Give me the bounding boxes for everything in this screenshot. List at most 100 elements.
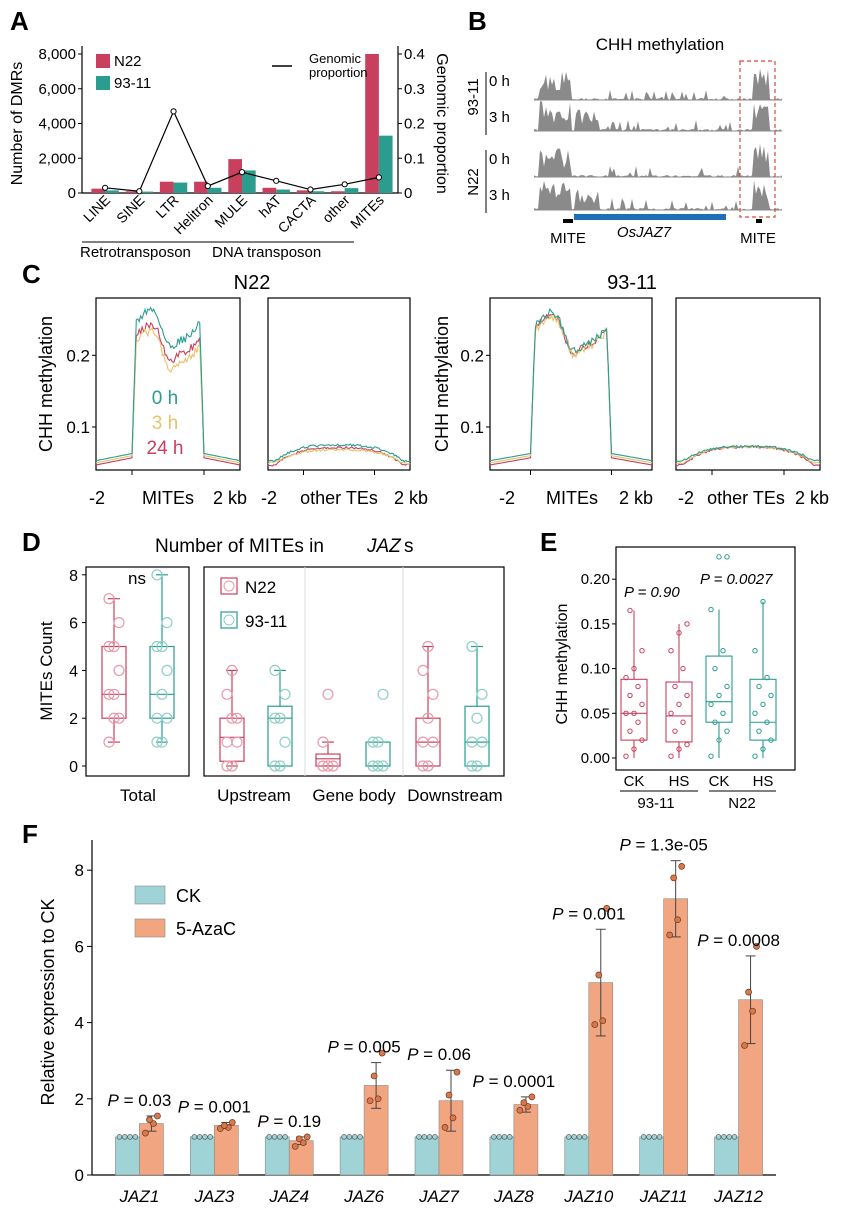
y2-axis-title: Genomic proportion — [433, 53, 450, 194]
box-n22-upstream-point — [231, 736, 243, 748]
point-ck — [640, 1134, 647, 1140]
x-tick-label-sine: SINE — [113, 192, 147, 226]
bar-9311-helitron — [207, 187, 222, 193]
point-azac — [295, 1135, 303, 1143]
point-azac — [520, 1099, 528, 1106]
y-axis-title: Number of DMRs — [9, 62, 26, 186]
box-N22-ck-point — [708, 701, 714, 708]
point-ck — [731, 1134, 738, 1140]
box-N22-ck-point — [712, 719, 718, 725]
legend-3h: 3 h — [152, 413, 178, 434]
box-9311-ck-point — [631, 665, 637, 672]
y-tick-label: 2 — [75, 1090, 84, 1109]
box-N22-ck-point — [724, 728, 730, 734]
box-n22-upstream-point — [226, 760, 238, 772]
genomic-proportion-point — [375, 174, 382, 181]
y-tick-label: 0.10 — [581, 661, 610, 678]
box-9311-hs-point — [676, 746, 682, 752]
bar-9311-hat — [276, 189, 290, 193]
bar-9311-sine — [139, 191, 154, 193]
x-tick-label-hat: hAT — [256, 191, 285, 220]
bar-9311-cacta — [310, 191, 325, 193]
y-axis-title: MITEs Count — [37, 621, 56, 720]
box-9311-downstream-point — [466, 640, 478, 653]
point-azac — [303, 1133, 311, 1141]
box-9311-ck-point — [627, 607, 633, 614]
box-n22-total-point — [108, 712, 120, 724]
pvalue-label-jaz4: P = 0.19 — [257, 1112, 321, 1131]
bar-n22-sine — [125, 191, 140, 193]
point-azac — [370, 1072, 378, 1080]
x-tick-label-jaz12: JAZ12 — [713, 1187, 764, 1206]
group-label-gene-body: Gene body — [312, 786, 396, 805]
pvalue-label-jaz7: P = 0.06 — [407, 1045, 471, 1064]
box-9311-downstream-point — [471, 712, 483, 724]
box-9311-upstream-point — [269, 712, 281, 724]
x-label-region: MITEs — [142, 488, 194, 508]
bar-ck-jaz12 — [714, 1136, 739, 1176]
group-label-retrotransposon: Retrotransposon — [80, 244, 191, 261]
x-label-region: other TEs — [300, 488, 378, 508]
point-ck — [416, 1134, 422, 1140]
y-tick-label: 6 — [69, 616, 78, 633]
bar-ck-jaz10 — [564, 1136, 590, 1176]
y-tick-label: 8,000 — [38, 46, 76, 63]
pvalue-label-jaz6: P = 0.005 — [327, 1038, 400, 1057]
panel-a-dmr-chart: 0 2,000 4,000 6,000 8,000 0 0.1 0.2 0.3 0.4 Number… — [9, 46, 450, 261]
box-9311-hs-point — [680, 665, 686, 672]
genomic-proportion-point — [307, 186, 314, 193]
x-label-left: -2 — [499, 488, 515, 508]
box-n22-gene-body-point — [322, 688, 334, 700]
bar-ck-jaz6 — [339, 1136, 365, 1176]
y-tick-label: 0.05 — [581, 705, 610, 722]
x-tick-label-jaz7: JAZ7 — [418, 1187, 459, 1206]
box-N22-ck-point — [716, 692, 722, 699]
y-tick-label: 0.20 — [581, 571, 610, 588]
y-tick-label: 2,000 — [38, 150, 76, 167]
y-axis-title: CHH methylation — [36, 316, 56, 452]
legend-label-azac: 5-AzaC — [176, 919, 236, 939]
x-label-right: 2 kb — [619, 488, 653, 508]
x-tick-label-jaz3: JAZ3 — [193, 1187, 234, 1206]
box-9311-hs-point — [676, 701, 682, 708]
box-9311-hs-point — [676, 630, 682, 636]
x-tick-label-jaz1: JAZ1 — [119, 1187, 160, 1206]
plot-frame — [615, 546, 796, 771]
panel-d-mite-boxplots: Number of MITEs in JAZ s MITEs Count 0 2 4 6 8 n… — [37, 536, 505, 805]
point-ck — [127, 1134, 133, 1140]
box-9311-ck-point — [627, 692, 633, 699]
box-9311-downstream-point — [466, 760, 478, 772]
genomic-proportion-point — [102, 184, 109, 191]
x-tick-label-jaz8: JAZ8 — [493, 1187, 534, 1206]
metaplot-line-3h — [489, 312, 653, 464]
box-N22-hs-point — [752, 648, 758, 654]
y-tick-label: 4,000 — [38, 116, 76, 133]
box-9311-upstream-point — [274, 760, 286, 772]
condition-label-hs: HS — [753, 773, 774, 790]
box-9311-hs-point — [684, 692, 690, 699]
chart-title-italic: JAZ — [366, 536, 402, 557]
y-tick-label: 8 — [75, 861, 84, 880]
bar-9311-mites — [378, 135, 393, 193]
x-label-left: -2 — [89, 488, 105, 508]
box-n22-downstream-point — [417, 736, 429, 748]
box-9311-hs-point — [684, 741, 690, 748]
y-tick-label: 0.00 — [581, 750, 610, 767]
genomic-proportion-point — [238, 169, 246, 176]
metaplot-title: 93-11 — [607, 272, 657, 294]
box-9311-total-point — [161, 616, 173, 629]
y-tick-label: 4 — [75, 1014, 84, 1033]
box-9311-total-point — [156, 736, 168, 748]
point-ck — [656, 1134, 663, 1140]
box-N22-ck-point — [708, 753, 714, 759]
box-n22-total-point — [108, 640, 120, 653]
point-ck — [346, 1134, 353, 1140]
point-azac — [591, 1021, 599, 1028]
metaplot-line-0h — [267, 443, 411, 463]
metaplot-line-24h — [489, 313, 653, 466]
metaplot-frame — [675, 297, 821, 471]
x-label-right: 2 kb — [213, 488, 247, 508]
panel-c-metaplots: N22 CHH methylation 0.1 0.2 93-11 CHH methyla… — [36, 272, 829, 508]
point-azac — [366, 1097, 374, 1105]
box-9311-total-point — [151, 712, 163, 724]
